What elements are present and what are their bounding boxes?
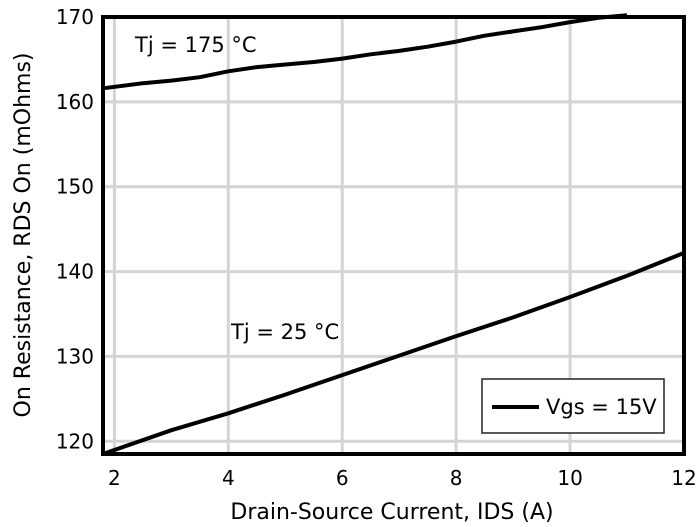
y-tick-label: 120	[56, 429, 94, 453]
y-tick-labels: 120 130 140 150 160 170	[56, 5, 94, 453]
x-tick-label: 8	[450, 466, 463, 490]
x-tick-labels: 2 4 6 8 10 12	[108, 466, 697, 490]
series-label-tj-175: Tj = 175 °C	[134, 33, 257, 57]
x-tick-label: 2	[108, 466, 121, 490]
y-tick-label: 160	[56, 90, 94, 114]
x-tick-label: 10	[557, 466, 582, 490]
series-line-1	[102, 251, 685, 456]
grid-lines	[103, 17, 684, 454]
y-tick-label: 150	[56, 175, 94, 199]
series-label-tj-25: Tj = 25 °C	[230, 320, 339, 344]
series-line-0	[102, 13, 628, 91]
legend-entry-vgs: Vgs = 15V	[546, 395, 657, 419]
x-tick-label: 12	[671, 466, 696, 490]
y-tick-label: 170	[56, 5, 94, 29]
legend: Vgs = 15V	[481, 378, 665, 434]
y-axis-title: On Resistance, RDS On (mOhms)	[11, 53, 36, 418]
x-tick-label: 4	[222, 466, 235, 490]
plot-frame	[101, 15, 686, 456]
y-tick-label: 130	[56, 344, 94, 368]
x-tick-label: 6	[336, 466, 349, 490]
x-axis-title: Drain-Source Current, IDS (A)	[230, 500, 553, 525]
y-tick-label: 140	[56, 260, 94, 284]
series-lines	[102, 13, 685, 456]
